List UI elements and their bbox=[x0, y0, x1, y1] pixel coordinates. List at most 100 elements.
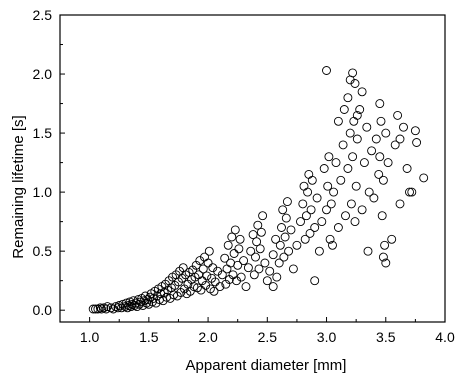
data-point bbox=[288, 264, 298, 274]
data-point bbox=[331, 158, 341, 168]
data-point bbox=[265, 266, 275, 276]
data-point bbox=[319, 164, 329, 173]
data-point bbox=[256, 227, 266, 237]
data-point bbox=[376, 116, 386, 126]
data-point bbox=[323, 181, 333, 191]
data-point bbox=[272, 272, 282, 282]
data-point bbox=[343, 93, 353, 103]
data-point bbox=[251, 252, 260, 262]
x-tick-label: 4.0 bbox=[435, 329, 455, 345]
data-point bbox=[333, 223, 343, 232]
data-point bbox=[286, 225, 296, 235]
y-tick-label: 2.5 bbox=[33, 7, 53, 23]
data-point bbox=[348, 68, 358, 78]
data-point bbox=[260, 258, 270, 268]
x-tick-label: 1.0 bbox=[80, 329, 100, 345]
data-point bbox=[106, 303, 116, 313]
data-point bbox=[407, 187, 417, 197]
data-point bbox=[210, 277, 220, 287]
data-point bbox=[271, 234, 281, 244]
data-point bbox=[292, 240, 302, 250]
x-tick-label: 3.0 bbox=[317, 329, 337, 345]
data-point bbox=[375, 99, 385, 109]
data-point bbox=[282, 197, 292, 207]
x-tick-label: 3.5 bbox=[376, 329, 396, 345]
data-point bbox=[204, 246, 214, 256]
data-point bbox=[301, 211, 311, 221]
data-point bbox=[101, 304, 111, 314]
data-point bbox=[364, 187, 374, 197]
x-tick-label: 1.5 bbox=[139, 329, 159, 345]
data-point bbox=[310, 223, 320, 232]
data-point bbox=[390, 140, 400, 150]
data-point bbox=[381, 128, 391, 138]
data-point bbox=[325, 234, 335, 244]
data-point bbox=[352, 134, 362, 144]
data-point bbox=[324, 152, 334, 162]
y-tick-label: 0.0 bbox=[33, 302, 53, 318]
data-point bbox=[268, 282, 278, 292]
data-point bbox=[280, 232, 290, 242]
data-point bbox=[227, 232, 237, 242]
data-point bbox=[412, 138, 422, 147]
data-point bbox=[172, 291, 182, 301]
data-point bbox=[279, 252, 289, 262]
data-point bbox=[410, 126, 420, 136]
data-point bbox=[314, 246, 324, 256]
data-point bbox=[252, 237, 262, 247]
data-point bbox=[91, 304, 100, 314]
data-point bbox=[419, 173, 429, 183]
data-point bbox=[399, 122, 408, 132]
data-point bbox=[328, 240, 337, 250]
y-tick-label: 1.0 bbox=[33, 184, 53, 200]
data-point bbox=[378, 175, 388, 185]
data-point bbox=[268, 250, 278, 260]
data-point bbox=[241, 282, 251, 292]
data-point bbox=[277, 223, 286, 232]
data-point bbox=[233, 260, 243, 270]
data-point bbox=[326, 199, 336, 209]
data-point bbox=[362, 122, 372, 132]
data-point bbox=[367, 146, 377, 156]
data-point bbox=[95, 303, 105, 313]
data-point bbox=[201, 280, 211, 290]
data-point bbox=[234, 244, 244, 254]
data-point bbox=[338, 140, 348, 150]
data-point bbox=[258, 211, 268, 221]
data-point bbox=[99, 303, 109, 313]
data-point bbox=[350, 217, 360, 227]
data-point bbox=[377, 211, 387, 221]
data-point bbox=[209, 286, 219, 296]
data-point bbox=[235, 234, 245, 244]
data-point bbox=[329, 187, 339, 197]
data-point bbox=[350, 79, 360, 88]
data-point bbox=[405, 187, 414, 197]
data-point bbox=[262, 276, 272, 286]
x-axis-title: Apparent diameter [mm] bbox=[186, 357, 347, 374]
data-point bbox=[380, 240, 390, 250]
data-point bbox=[195, 256, 205, 266]
data-point bbox=[179, 284, 189, 294]
data-point bbox=[243, 263, 253, 273]
data-point bbox=[189, 282, 199, 292]
data-point bbox=[255, 244, 265, 254]
data-point bbox=[97, 304, 106, 314]
y-axis: 0.0 0.5 1.0 1.5 2.0 2.5 bbox=[33, 7, 65, 318]
data-point bbox=[298, 199, 308, 209]
data-point bbox=[300, 234, 310, 244]
data-point bbox=[383, 158, 393, 168]
data-point bbox=[254, 264, 264, 274]
data-point bbox=[223, 240, 233, 250]
data-point bbox=[197, 276, 207, 286]
data-point bbox=[133, 295, 143, 305]
data-point bbox=[303, 187, 313, 197]
data-point bbox=[371, 134, 381, 144]
data-point bbox=[322, 66, 331, 75]
data-point bbox=[230, 225, 240, 235]
data-point bbox=[253, 220, 263, 230]
data-points bbox=[88, 66, 429, 314]
data-point bbox=[126, 302, 136, 312]
data-point bbox=[343, 164, 353, 173]
data-point bbox=[395, 134, 405, 144]
